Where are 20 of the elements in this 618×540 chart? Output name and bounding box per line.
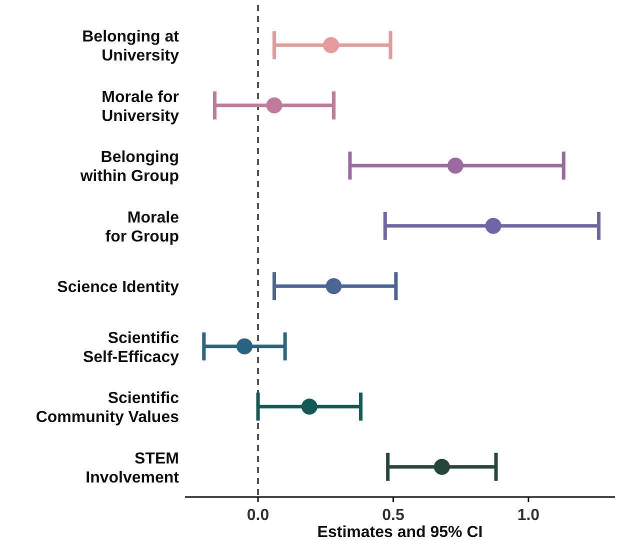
y-tick-label: Scientific Self-Efficacy (82, 330, 180, 366)
y-tick-label: Scientific Community Values (36, 390, 180, 426)
point (434, 458, 450, 475)
point (236, 338, 252, 354)
y-tick-label: Belonging within Group (79, 149, 180, 186)
x-axis-title: Estimates and 95% CI (317, 524, 483, 540)
y-tick-label: STEM Involvement (86, 450, 180, 486)
point (266, 97, 282, 114)
x-tick-label: 1.0 (517, 507, 540, 524)
x-tick-label: 0.0 (246, 507, 270, 524)
y-tick-label: Science Identity (57, 279, 180, 296)
y-tick-label: Morale for University (102, 88, 180, 125)
point (447, 158, 464, 174)
point (326, 278, 342, 294)
y-tick-label: Morale for Group (105, 209, 180, 246)
point (323, 37, 340, 54)
point (485, 218, 502, 234)
y-tick-label: Belonging at University (82, 28, 180, 65)
x-tick-label: 0.5 (382, 507, 404, 524)
point (301, 398, 318, 415)
